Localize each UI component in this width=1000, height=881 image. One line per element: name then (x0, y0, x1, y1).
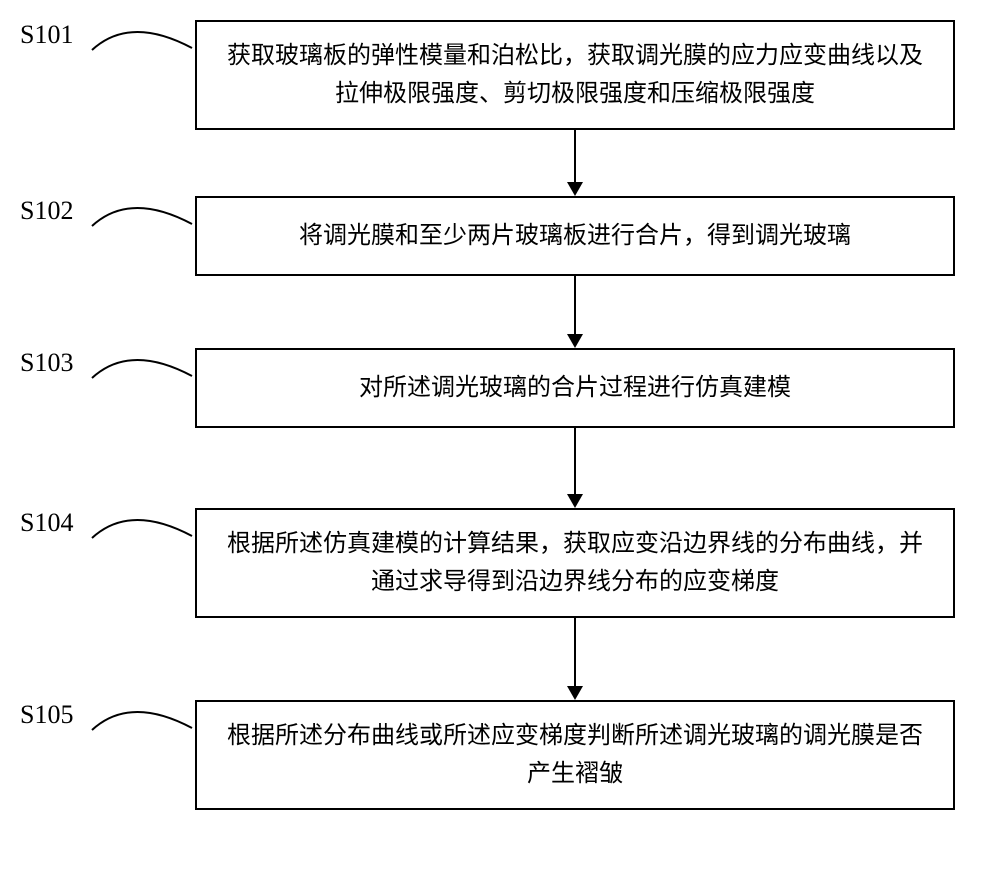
step-box-s102: 将调光膜和至少两片玻璃板进行合片，得到调光玻璃 (195, 196, 955, 276)
arrow-line-2 (574, 276, 576, 336)
step-box-s101: 获取玻璃板的弹性模量和泊松比，获取调光膜的应力应变曲线以及拉伸极限强度、剪切极限… (195, 20, 955, 130)
arrow-head-4 (567, 686, 583, 700)
connector-curve-s105 (0, 680, 200, 780)
arrow-line-1 (574, 130, 576, 184)
connector-curve-s103 (0, 328, 200, 428)
arrow-head-2 (567, 334, 583, 348)
connector-curve-s104 (0, 488, 200, 588)
arrow-line-3 (574, 428, 576, 496)
arrow-head-3 (567, 494, 583, 508)
step-box-s104: 根据所述仿真建模的计算结果，获取应变沿边界线的分布曲线，并通过求导得到沿边界线分… (195, 508, 955, 618)
arrow-line-4 (574, 618, 576, 688)
connector-curve-s101 (0, 0, 200, 100)
arrow-head-1 (567, 182, 583, 196)
connector-curve-s102 (0, 176, 200, 276)
flowchart-container: S101 获取玻璃板的弹性模量和泊松比，获取调光膜的应力应变曲线以及拉伸极限强度… (0, 0, 1000, 881)
step-box-s105: 根据所述分布曲线或所述应变梯度判断所述调光玻璃的调光膜是否产生褶皱 (195, 700, 955, 810)
step-box-s103: 对所述调光玻璃的合片过程进行仿真建模 (195, 348, 955, 428)
